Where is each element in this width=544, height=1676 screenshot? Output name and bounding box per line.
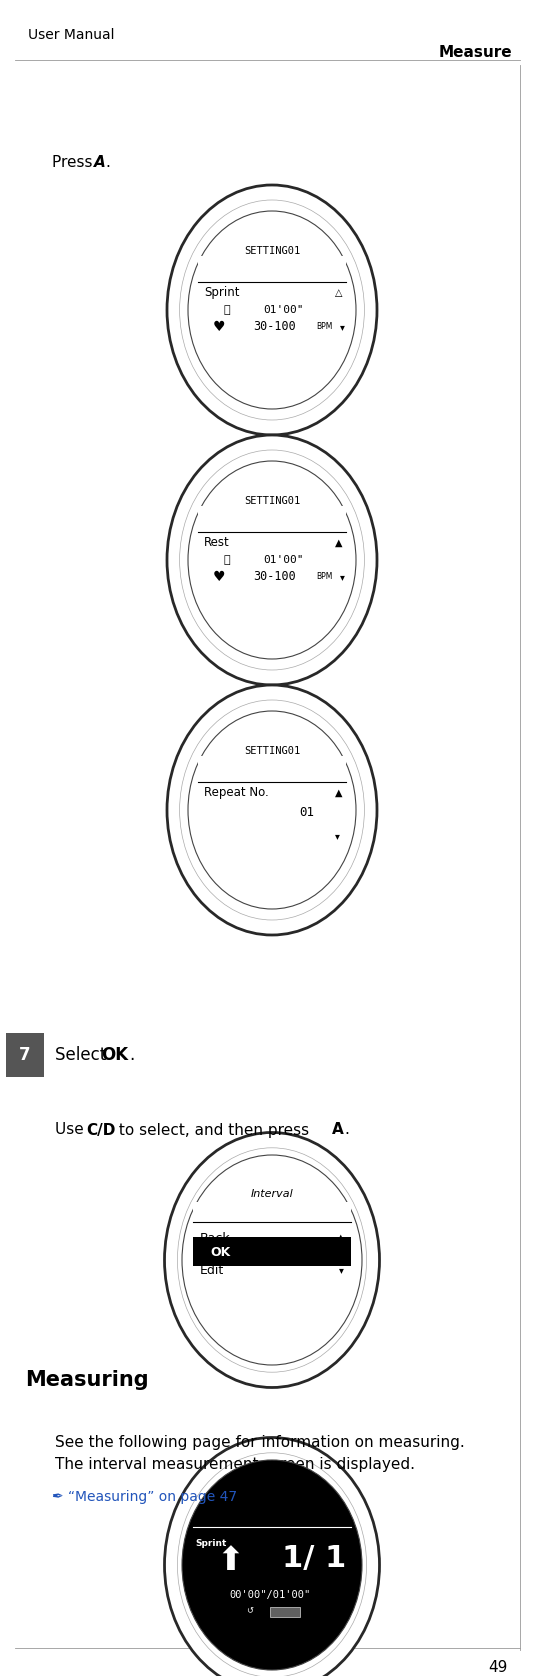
Ellipse shape: [167, 436, 377, 685]
Text: Back: Back: [200, 1232, 231, 1245]
Text: SETTING01: SETTING01: [244, 246, 300, 256]
Text: 30-100: 30-100: [254, 320, 296, 334]
Text: ▲: ▲: [335, 538, 342, 548]
Text: See the following page for information on measuring.: See the following page for information o…: [55, 1435, 465, 1450]
Text: Interval: Interval: [251, 1493, 293, 1503]
Text: to select, and then press: to select, and then press: [114, 1123, 314, 1138]
Ellipse shape: [167, 184, 377, 436]
Text: A: A: [332, 1123, 344, 1138]
Text: Interval: Interval: [251, 1188, 293, 1198]
Text: OK: OK: [101, 1046, 128, 1064]
Text: C/D: C/D: [86, 1123, 115, 1138]
Text: ⌛: ⌛: [224, 555, 230, 565]
FancyBboxPatch shape: [198, 255, 346, 282]
Text: Rest: Rest: [204, 536, 230, 550]
Text: ⬆: ⬆: [216, 1545, 244, 1577]
FancyBboxPatch shape: [198, 756, 346, 783]
Text: Repeat No.: Repeat No.: [204, 786, 269, 799]
FancyBboxPatch shape: [193, 1202, 351, 1222]
Ellipse shape: [188, 711, 356, 908]
Text: OK: OK: [210, 1245, 230, 1259]
Text: ▲: ▲: [337, 1234, 344, 1244]
Text: 01: 01: [300, 806, 314, 820]
Text: ▲: ▲: [335, 788, 342, 798]
Ellipse shape: [164, 1133, 380, 1388]
Ellipse shape: [188, 211, 356, 409]
Text: ♥: ♥: [213, 570, 225, 583]
FancyBboxPatch shape: [198, 506, 346, 531]
Text: 01'00": 01'00": [264, 305, 304, 315]
FancyBboxPatch shape: [6, 1032, 44, 1078]
Text: Sprint: Sprint: [204, 287, 239, 300]
Text: 30-100: 30-100: [254, 570, 296, 583]
Text: Select: Select: [55, 1046, 112, 1064]
FancyBboxPatch shape: [193, 1237, 351, 1267]
Text: ↺: ↺: [246, 1607, 254, 1616]
Text: ▾: ▾: [335, 831, 339, 841]
Ellipse shape: [164, 1438, 380, 1676]
Ellipse shape: [167, 685, 377, 935]
Text: Measure: Measure: [438, 45, 512, 60]
Text: SETTING01: SETTING01: [244, 496, 300, 506]
Text: ⌛: ⌛: [224, 305, 230, 315]
Text: ✒ “Measuring” on page 47: ✒ “Measuring” on page 47: [52, 1490, 237, 1503]
Text: Sprint: Sprint: [195, 1539, 227, 1547]
Text: ▾: ▾: [339, 572, 344, 582]
Text: .: .: [106, 154, 110, 169]
Text: △: △: [335, 288, 342, 298]
Text: SETTING01: SETTING01: [244, 746, 300, 756]
Text: 49: 49: [489, 1659, 508, 1674]
Ellipse shape: [177, 1453, 367, 1676]
Text: 00'00"/01'00": 00'00"/01'00": [230, 1591, 311, 1601]
Text: BPM: BPM: [316, 573, 332, 582]
Ellipse shape: [182, 1155, 362, 1364]
Ellipse shape: [177, 1148, 367, 1373]
Text: 1/ 1: 1/ 1: [282, 1545, 346, 1574]
Text: Measuring: Measuring: [25, 1369, 149, 1389]
Text: A: A: [94, 154, 106, 169]
Ellipse shape: [180, 199, 364, 421]
Text: Use: Use: [55, 1123, 89, 1138]
Text: ▾: ▾: [339, 1265, 344, 1275]
Text: .: .: [129, 1046, 134, 1064]
Text: ▾: ▾: [339, 322, 344, 332]
Text: .: .: [344, 1123, 349, 1138]
Text: ♥: ♥: [213, 320, 225, 334]
Text: 7: 7: [19, 1046, 31, 1064]
Ellipse shape: [180, 701, 364, 920]
Text: Press: Press: [52, 154, 97, 169]
Ellipse shape: [182, 1460, 362, 1669]
Ellipse shape: [180, 449, 364, 670]
Text: User Manual: User Manual: [28, 28, 114, 42]
Text: The interval measurement screen is displayed.: The interval measurement screen is displ…: [55, 1458, 415, 1473]
Text: Edit: Edit: [200, 1264, 224, 1277]
Text: 01'00": 01'00": [264, 555, 304, 565]
Ellipse shape: [188, 461, 356, 659]
Text: BPM: BPM: [316, 322, 332, 332]
FancyBboxPatch shape: [270, 1607, 300, 1617]
